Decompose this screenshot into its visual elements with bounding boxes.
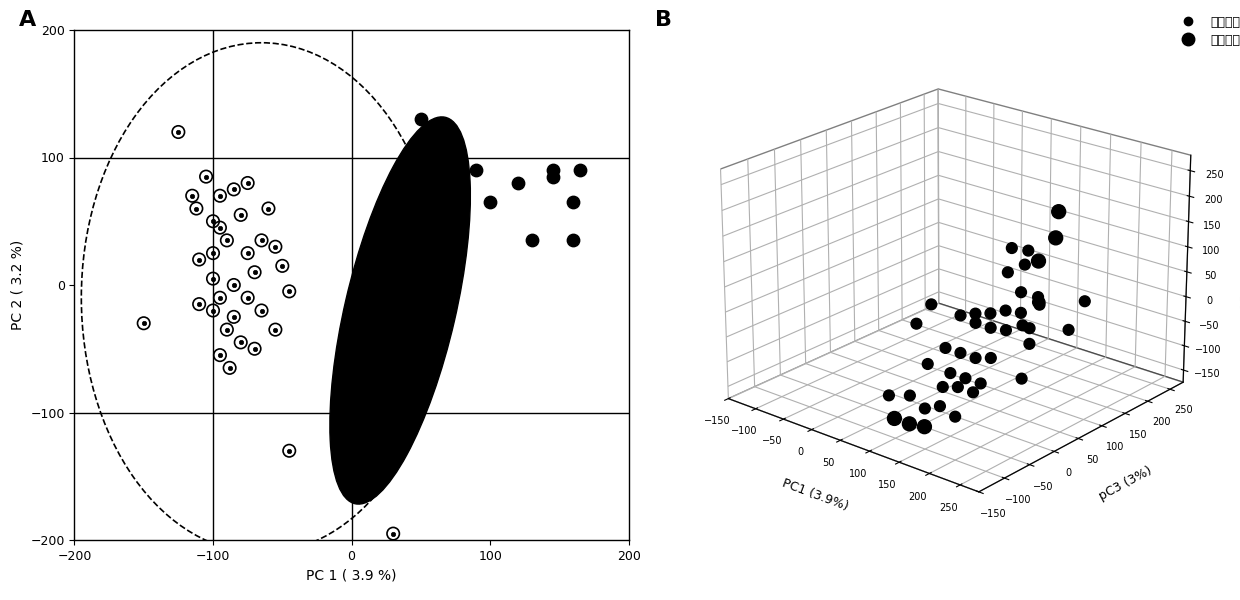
- Point: [273, 261, 293, 271]
- Point: [522, 236, 542, 245]
- Point: [265, 242, 285, 251]
- Point: [224, 312, 244, 322]
- Point: [279, 287, 299, 296]
- Point: [383, 529, 403, 538]
- Point: [203, 248, 223, 258]
- Point: [231, 338, 250, 347]
- Point: [219, 363, 239, 373]
- Point: [182, 191, 202, 200]
- Point: [190, 254, 210, 264]
- Point: [210, 191, 229, 200]
- Point: [210, 191, 229, 200]
- Point: [186, 203, 206, 213]
- Point: [252, 236, 272, 245]
- Point: [265, 242, 285, 251]
- Point: [196, 172, 216, 181]
- Point: [196, 172, 216, 181]
- Legend: 健康受试者, 亚临床盆腔炎患者: 健康受试者, 亚临床盆腔炎患者: [1171, 11, 1240, 52]
- Point: [244, 268, 264, 277]
- Point: [543, 172, 563, 181]
- Point: [252, 236, 272, 245]
- Point: [238, 248, 258, 258]
- Point: [265, 325, 285, 334]
- Point: [252, 305, 272, 316]
- Point: [563, 197, 583, 207]
- Point: [508, 178, 528, 188]
- Point: [217, 325, 237, 334]
- Point: [134, 319, 154, 328]
- Point: [563, 236, 583, 245]
- Text: A: A: [19, 10, 36, 29]
- Point: [279, 287, 299, 296]
- Point: [265, 325, 285, 334]
- Point: [244, 344, 264, 353]
- Point: [238, 248, 258, 258]
- Point: [279, 446, 299, 455]
- Point: [480, 197, 500, 207]
- Point: [203, 248, 223, 258]
- Point: [134, 319, 154, 328]
- Point: [210, 223, 229, 232]
- Point: [210, 223, 229, 232]
- Point: [203, 274, 223, 283]
- Point: [244, 268, 264, 277]
- Point: [217, 236, 237, 245]
- Point: [219, 363, 239, 373]
- Point: [190, 254, 210, 264]
- Point: [224, 185, 244, 194]
- Point: [169, 127, 188, 137]
- Point: [224, 280, 244, 290]
- Point: [217, 325, 237, 334]
- X-axis label: PC 1 ( 3.9 %): PC 1 ( 3.9 %): [306, 568, 397, 582]
- Point: [258, 203, 278, 213]
- X-axis label: PC1 (3.9%): PC1 (3.9%): [780, 477, 849, 514]
- Point: [224, 185, 244, 194]
- Point: [169, 127, 188, 137]
- Point: [210, 350, 229, 360]
- Point: [203, 305, 223, 316]
- Point: [279, 446, 299, 455]
- Point: [203, 274, 223, 283]
- Point: [186, 203, 206, 213]
- Point: [383, 529, 403, 538]
- Point: [238, 293, 258, 302]
- Point: [238, 178, 258, 188]
- Point: [466, 166, 486, 175]
- Point: [217, 236, 237, 245]
- Point: [410, 115, 430, 124]
- Point: [203, 217, 223, 226]
- Point: [231, 210, 250, 220]
- Point: [258, 203, 278, 213]
- Point: [190, 299, 210, 309]
- Point: [231, 210, 250, 220]
- Point: [203, 217, 223, 226]
- Y-axis label: pC3 (3%): pC3 (3%): [1096, 464, 1154, 503]
- Point: [190, 299, 210, 309]
- Point: [224, 280, 244, 290]
- Point: [238, 293, 258, 302]
- Point: [238, 178, 258, 188]
- Point: [203, 305, 223, 316]
- Point: [224, 312, 244, 322]
- Point: [244, 344, 264, 353]
- Point: [210, 350, 229, 360]
- Point: [210, 293, 229, 302]
- Point: [252, 305, 272, 316]
- Point: [273, 261, 293, 271]
- Point: [182, 191, 202, 200]
- Point: [543, 166, 563, 175]
- Ellipse shape: [330, 117, 470, 504]
- Point: [210, 293, 229, 302]
- Point: [231, 338, 250, 347]
- Y-axis label: PC 2 ( 3.2 %): PC 2 ( 3.2 %): [11, 240, 25, 330]
- Text: B: B: [655, 10, 672, 29]
- Point: [570, 166, 590, 175]
